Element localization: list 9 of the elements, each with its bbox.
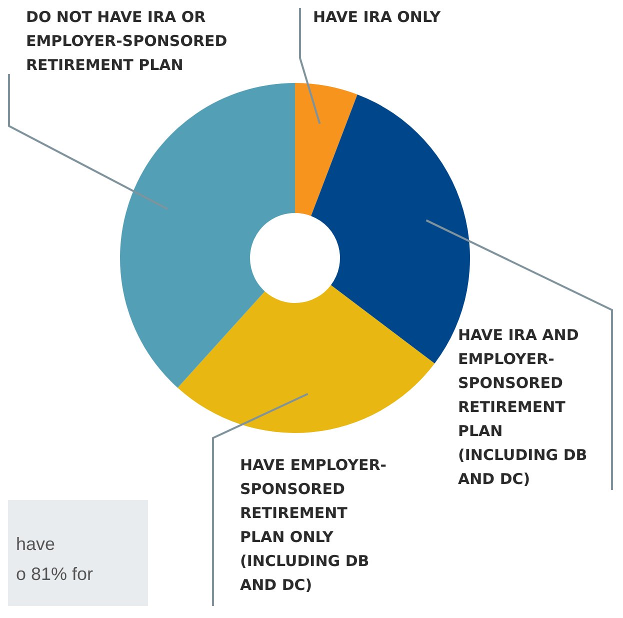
slice-label: DO NOT HAVE IRA OR EMPLOYER-SPONSORED RETIREMENT PLAN [26,8,228,74]
slice-label: HAVE EMPLOYER-SPONSORED RETIREMENT PLAN ONLY (INCLUDING DB AND DC) [240,456,387,594]
donut-slice [295,83,358,216]
slice-label: HAVE IRA AND EMPLOYER-SPONSORED RETIREMENT PLAN (INCLUDING DB AND DC) [458,326,588,488]
slice-label: HAVE IRA ONLY [313,8,442,26]
donut-slice [120,83,295,388]
donut-slice [178,285,435,433]
text: have [16,534,56,554]
text: o 81% for [16,564,94,584]
